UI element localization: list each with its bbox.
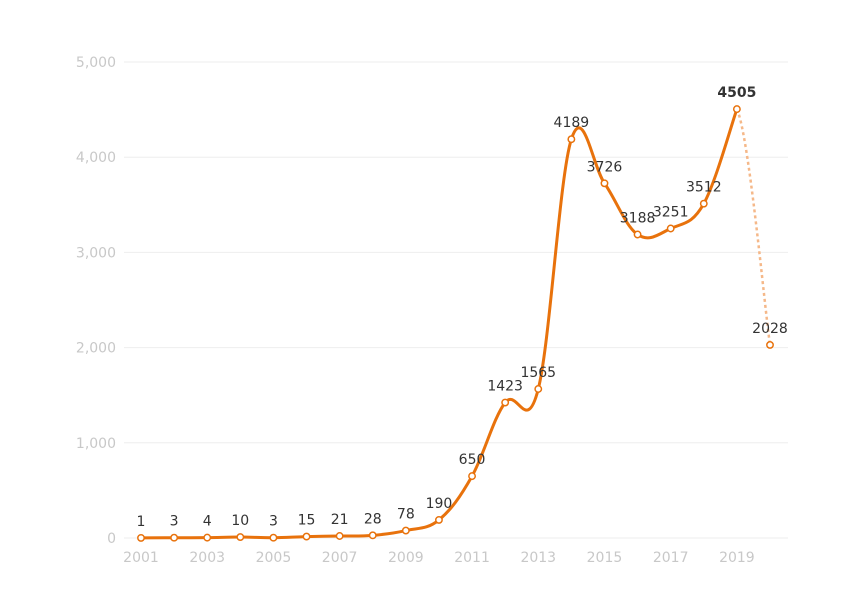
y-tick-label: 3,000 — [76, 245, 116, 261]
x-tick-label: 2003 — [189, 550, 225, 566]
data-point — [534, 385, 543, 393]
grid-lines — [124, 61, 788, 539]
data-label: 28 — [364, 511, 382, 527]
data-point — [434, 515, 443, 524]
data-label: 78 — [397, 507, 415, 523]
data-point — [137, 533, 145, 542]
data-point — [633, 230, 642, 239]
x-tick-label: 2005 — [256, 550, 292, 566]
x-tick-label: 2013 — [520, 550, 556, 566]
x-tick-label: 2001 — [123, 550, 159, 566]
data-point — [600, 179, 609, 188]
data-point — [666, 224, 675, 233]
data-point — [302, 532, 311, 541]
data-label: 21 — [331, 512, 349, 528]
x-tick-label: 2015 — [587, 550, 623, 566]
series-points — [137, 105, 774, 542]
data-label: 4505 — [717, 85, 756, 101]
data-point — [766, 340, 774, 349]
data-point — [269, 533, 278, 542]
data-label: 190 — [426, 496, 453, 512]
data-point — [236, 533, 245, 541]
data-point — [368, 531, 377, 540]
data-point — [567, 135, 576, 144]
y-tick-label: 2,000 — [76, 341, 116, 357]
x-tick-label: 2011 — [454, 550, 490, 566]
data-label: 1 — [137, 514, 146, 530]
data-point — [203, 533, 212, 542]
data-label: 650 — [459, 452, 486, 468]
data-point — [401, 526, 410, 535]
data-point — [501, 398, 510, 407]
data-point — [335, 532, 344, 540]
data-label: 3251 — [653, 205, 689, 221]
data-point — [468, 472, 477, 481]
data-label: 3512 — [686, 180, 722, 196]
series-line — [139, 107, 739, 540]
data-label: 1423 — [487, 379, 523, 395]
data-label: 15 — [298, 513, 316, 529]
x-tick-label: 2017 — [653, 550, 689, 566]
data-point — [732, 105, 741, 114]
y-tick-label: 4,000 — [76, 150, 116, 166]
data-label: 4189 — [554, 115, 590, 131]
data-label: 3 — [170, 514, 179, 530]
data-label: 10 — [231, 513, 249, 529]
x-axis-tick-labels: 2001 2003 2005 2007 2009 2011 2013 2015 2017 2019 — [123, 550, 755, 566]
x-tick-label: 2009 — [388, 550, 424, 566]
series-lines — [139, 107, 772, 540]
data-label: 3 — [269, 514, 278, 530]
x-tick-label: 2007 — [322, 550, 358, 566]
data-label: 1565 — [520, 365, 556, 381]
data-label: 4 — [203, 514, 212, 530]
x-tick-label: 2019 — [719, 550, 755, 566]
projected-line — [735, 108, 772, 346]
y-tick-label: 1,000 — [76, 436, 116, 452]
data-label: 2028 — [752, 321, 788, 337]
data-point — [699, 199, 708, 208]
y-axis-tick-labels: 0 1,000 2,000 3,000 4,000 5,000 — [76, 55, 116, 547]
data-label: 3726 — [587, 159, 623, 175]
y-tick-label: 0 — [107, 531, 116, 547]
data-point — [170, 533, 179, 542]
data-label: 3188 — [620, 211, 656, 227]
y-tick-label: 5,000 — [76, 55, 116, 71]
